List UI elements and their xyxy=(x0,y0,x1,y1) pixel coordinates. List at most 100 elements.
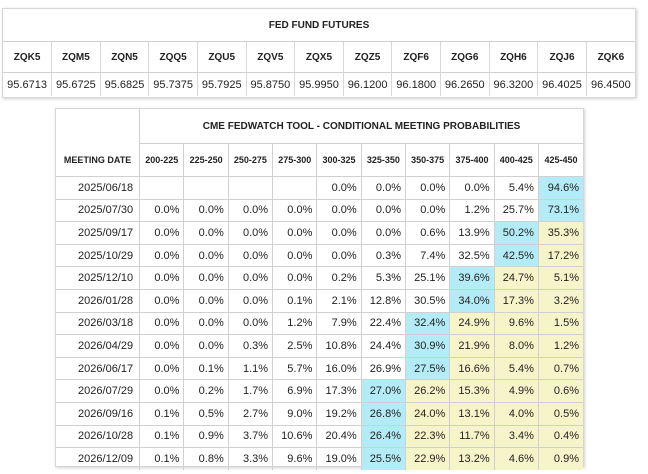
probability-cell: 12.8% xyxy=(361,289,406,313)
probability-cell: 0.0% xyxy=(449,176,495,200)
meeting-row: 2026/09/16 0.1% 0.5% 2.7% 9.0% 19.2% 26.8% 24.0… xyxy=(56,402,583,426)
probability-cell: 5.3% xyxy=(361,266,406,290)
probability-cell: 27.5% xyxy=(405,357,451,381)
fedwatch-panel: CME FEDWATCH TOOL - CONDITIONAL MEETING … xyxy=(55,108,584,470)
probability-cell: 25.7% xyxy=(494,199,539,223)
probability-cell: 0.0% xyxy=(272,221,318,245)
contract-price: 96.4500 xyxy=(591,78,631,91)
probability-cell: 3.2% xyxy=(538,289,583,313)
meeting-row: 2026/12/09 0.1% 0.8% 3.3% 9.6% 19.0% 25.5% 22.9… xyxy=(56,447,583,470)
fed-fund-futures-panel: FED FUND FUTURES ZQK5 ZQM5 ZQN5 ZQQ5 ZQU5 ZQV… xyxy=(2,8,636,98)
contract-code: ZQZ5 xyxy=(343,41,393,73)
probability-cell: 24.4% xyxy=(361,334,406,358)
probability-cell: 5.7% xyxy=(272,357,318,381)
meeting-row: 2026/01/28 0.0% 0.0% 0.0% 0.1% 2.1% 12.8% 30.5%… xyxy=(56,289,583,313)
probability-cell xyxy=(139,176,185,200)
probability-cell: 13.9% xyxy=(449,221,495,245)
probability-cell: 0.0% xyxy=(361,221,406,245)
probability-cell: 19.0% xyxy=(316,447,362,470)
probability-cell: 13.1% xyxy=(449,402,495,426)
probability-cell: 30.9% xyxy=(405,334,451,358)
meeting-row: 2026/04/29 0.0% 0.0% 0.3% 2.5% 10.8% 24.4% 30.9… xyxy=(56,334,583,358)
probability-cell: 94.6% xyxy=(538,176,583,200)
contract-price: 96.1800 xyxy=(391,72,441,96)
meeting-row: 2026/10/28 0.1% 0.9% 3.7% 10.6% 20.4% 26.4% 22.… xyxy=(56,425,583,449)
probability-cell: 0.2% xyxy=(316,266,362,290)
probability-cell: 0.0% xyxy=(272,266,318,290)
meeting-row: 2025/10/29 0.0% 0.0% 0.0% 0.0% 0.0% 0.3% 7.4% 32… xyxy=(56,244,583,268)
contract-code: ZQX5 xyxy=(294,41,344,73)
probability-cell: 0.0% xyxy=(272,244,318,268)
probability-cell: 9.6% xyxy=(494,312,539,336)
probability-cell: 3.4% xyxy=(494,425,539,449)
probability-cell: 0.9% xyxy=(183,425,229,449)
meeting-date: 2026/07/29 xyxy=(56,379,141,403)
meeting-date: 2025/07/30 xyxy=(56,199,141,223)
probability-cell: 32.4% xyxy=(405,312,451,336)
futures-table: FED FUND FUTURES ZQK5 ZQM5 ZQN5 ZQQ5 ZQU5 ZQV… xyxy=(3,9,635,96)
contract-code: ZQK5 xyxy=(3,41,53,73)
contract-price: 96.2650 xyxy=(440,72,490,96)
rate-range-header: 325-350 xyxy=(361,143,406,177)
meeting-date: 2025/09/17 xyxy=(56,221,141,245)
contract-price: 95.9950 xyxy=(294,72,344,96)
contract-price: 95.6713 xyxy=(3,72,53,96)
probability-cell: 6.9% xyxy=(272,379,318,403)
probability-cell: 0.0% xyxy=(139,289,185,313)
probability-cell: 7.9% xyxy=(316,312,362,336)
probability-cell: 34.0% xyxy=(449,289,495,313)
probability-cell: 0.0% xyxy=(139,312,185,336)
contract-price: 96.3200 xyxy=(489,72,539,96)
rate-range-header: 225-250 xyxy=(183,143,229,177)
probability-cell: 1.2% xyxy=(449,199,495,223)
meeting-date: 2026/06/17 xyxy=(56,357,141,381)
rate-range-header: 250-275 xyxy=(228,143,274,177)
fedwatch-title: CME FEDWATCH TOOL - CONDITIONAL MEETING … xyxy=(139,109,583,144)
probability-cell: 26.8% xyxy=(361,402,406,426)
probability-cell: 0.0% xyxy=(228,244,274,268)
probability-cell: 42.5% xyxy=(494,244,539,268)
fedwatch-body: 2025/06/18 0.0% 0.0% 0.0% 0.0% 5.4% 94.6% 2025/… xyxy=(56,176,583,470)
probability-cell: 17.3% xyxy=(494,289,539,313)
probability-cell: 0.0% xyxy=(228,266,274,290)
probability-cell: 1.2% xyxy=(272,312,318,336)
meeting-row: 2026/03/18 0.0% 0.0% 0.0% 1.2% 7.9% 22.4% 32.4%… xyxy=(56,312,583,336)
contract-price: 96.4025 xyxy=(537,72,587,96)
probability-cell: 17.3% xyxy=(316,379,362,403)
probability-cell: 24.9% xyxy=(449,312,495,336)
probability-cell: 32.5% xyxy=(449,244,495,268)
contract-price: 95.7375 xyxy=(148,72,198,96)
probability-cell: 0.0% xyxy=(139,334,185,358)
probability-cell: 0.0% xyxy=(316,221,362,245)
probability-cell: 73.1% xyxy=(538,199,583,223)
contract-code: ZQU5 xyxy=(197,41,247,73)
meeting-date: 2025/06/18 xyxy=(56,176,141,200)
probability-cell: 0.0% xyxy=(183,244,229,268)
meeting-date-header: MEETING DATE xyxy=(56,143,141,177)
probability-cell: 0.0% xyxy=(361,199,406,223)
probability-cell: 26.4% xyxy=(361,425,406,449)
probability-cell: 10.6% xyxy=(272,425,318,449)
probability-cell: 19.2% xyxy=(316,402,362,426)
futures-contract-row: ZQK5 ZQM5 ZQN5 ZQQ5 ZQU5 ZQV5 ZQX5 ZQZ5 ZQF6 ZQG6… xyxy=(3,41,635,73)
probability-cell: 0.0% xyxy=(183,199,229,223)
probability-cell: 2.1% xyxy=(316,289,362,313)
rate-range-header: 400-425 xyxy=(494,143,539,177)
contract-code: ZQK6 xyxy=(586,41,635,73)
probability-cell: 16.6% xyxy=(449,357,495,381)
contract-code: ZQN5 xyxy=(100,41,150,73)
meeting-date: 2026/01/28 xyxy=(56,289,141,313)
probability-cell: 0.1% xyxy=(139,447,185,470)
contract-code: ZQJ6 xyxy=(537,41,587,73)
probability-cell: 30.5% xyxy=(405,289,451,313)
contract-code: ZQH6 xyxy=(489,41,539,73)
contract-price: 95.7925 xyxy=(197,72,247,96)
probability-cell: 0.0% xyxy=(272,199,318,223)
meeting-date: 2025/10/29 xyxy=(56,244,141,268)
probability-cell: 20.4% xyxy=(316,425,362,449)
probability-cell: 4.9% xyxy=(494,379,539,403)
rate-range-header: 375-400 xyxy=(449,143,495,177)
probability-cell: 25.1% xyxy=(405,266,451,290)
contract-price: 95.6825 xyxy=(100,72,150,96)
probability-cell: 26.9% xyxy=(361,357,406,381)
